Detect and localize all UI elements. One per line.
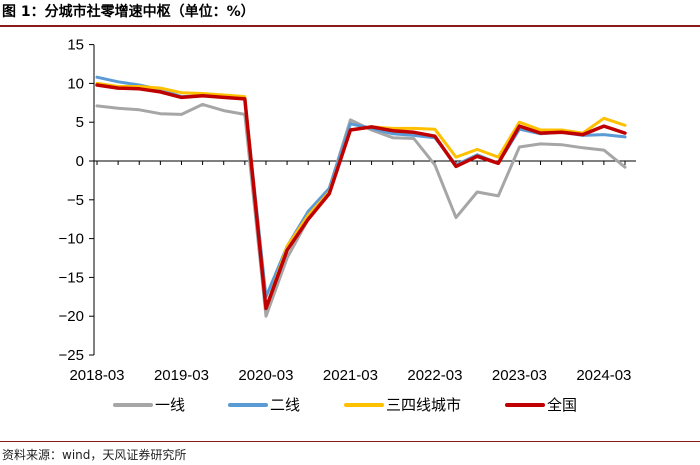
y-tick-label: −10 xyxy=(59,231,84,248)
series-line-1 xyxy=(95,75,627,299)
x-tick-label: 2020-03 xyxy=(238,367,293,384)
y-tick-label: −15 xyxy=(59,269,84,286)
y-tick-label: 5 xyxy=(76,114,84,131)
line-chart: 15 10 5 0 −5 −10 −15 −20 −25 2018-03 2019-03 2020-0… xyxy=(59,37,636,414)
x-tick-label: 2021-03 xyxy=(323,367,378,384)
chart-series xyxy=(95,75,627,318)
x-tick-label: 2022-03 xyxy=(407,367,462,384)
x-tick-label: 2018-03 xyxy=(69,367,124,384)
header-divider xyxy=(0,25,700,27)
y-tick-label: 0 xyxy=(76,153,84,170)
chart-title: 图 1：分城市社零增速中枢（单位：%） xyxy=(2,4,255,20)
legend-label-1: 二线 xyxy=(270,396,300,414)
y-tick-label: −5 xyxy=(67,192,84,209)
footer-divider xyxy=(0,441,700,442)
legend-label-0: 一线 xyxy=(155,396,185,414)
x-tick-label: 2019-03 xyxy=(154,367,209,384)
chart-legend: 一线 二线 三四线城市 全国 xyxy=(113,396,577,414)
series-line-2 xyxy=(95,81,627,310)
series-line-0 xyxy=(95,102,627,318)
y-tick-label: −25 xyxy=(59,347,84,364)
legend-label-2: 三四线城市 xyxy=(386,396,461,414)
y-tick-label: −20 xyxy=(59,308,84,325)
x-tick-label: 2024-03 xyxy=(576,367,631,384)
y-tick-label: 15 xyxy=(67,37,84,54)
series-line-3 xyxy=(95,83,627,311)
x-tick-label: 2023-03 xyxy=(492,367,547,384)
chart-axes: 15 10 5 0 −5 −10 −15 −20 −25 2018-03 2019-03 2020-0… xyxy=(59,37,636,384)
y-tick-label: 10 xyxy=(67,75,84,92)
source-note: 资料来源：wind，天风证券研究所 xyxy=(2,448,187,462)
legend-label-3: 全国 xyxy=(547,396,577,414)
